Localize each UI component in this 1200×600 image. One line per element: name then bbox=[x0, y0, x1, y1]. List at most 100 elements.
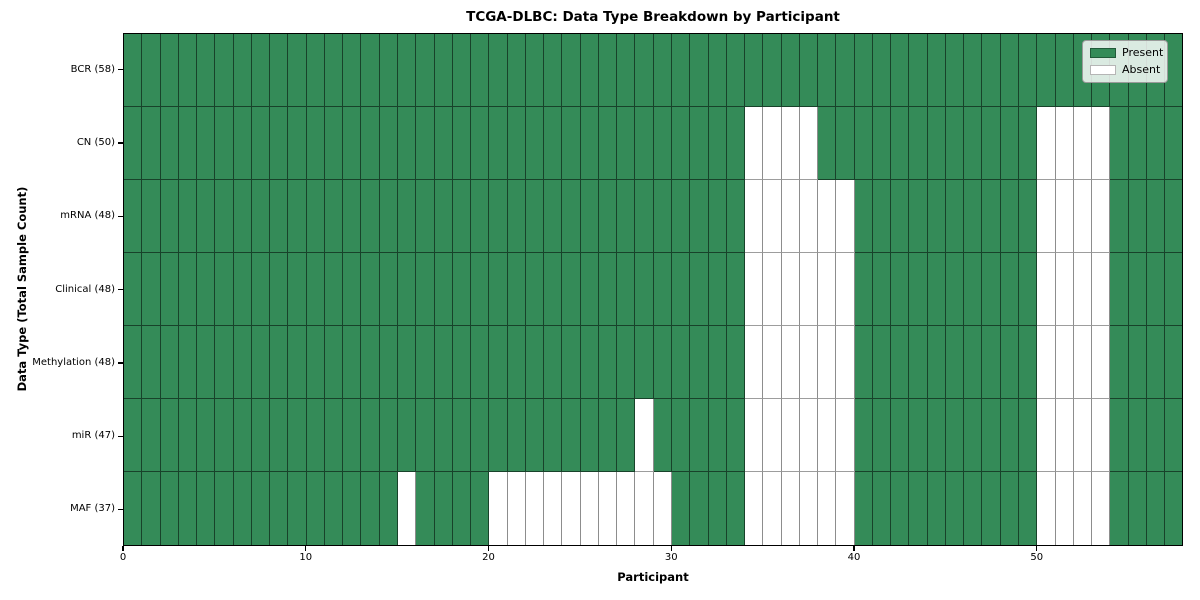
heatmap-cell bbox=[124, 180, 143, 253]
heatmap-cell bbox=[288, 472, 307, 545]
heatmap-cell bbox=[1165, 399, 1183, 472]
heatmap-cell bbox=[653, 253, 672, 326]
heatmap-cell bbox=[233, 399, 252, 472]
heatmap-cell bbox=[872, 107, 892, 180]
heatmap-cell bbox=[1146, 253, 1166, 326]
heatmap-cell bbox=[909, 253, 928, 326]
heatmap-cell bbox=[1037, 253, 1056, 326]
heatmap-cell bbox=[653, 180, 672, 253]
legend-label-present: Present bbox=[1122, 46, 1164, 59]
heatmap-cell bbox=[1092, 253, 1111, 326]
heatmap-cell bbox=[927, 326, 946, 399]
heatmap-cell bbox=[1128, 107, 1147, 180]
heatmap-cell bbox=[1055, 253, 1074, 326]
heatmap-cell bbox=[507, 253, 526, 326]
heatmap-cell bbox=[452, 399, 472, 472]
heatmap-cell bbox=[215, 326, 234, 399]
heatmap-cell bbox=[142, 34, 161, 107]
heatmap-cell bbox=[489, 472, 508, 545]
heatmap-cell bbox=[397, 253, 417, 326]
heatmap-cell bbox=[251, 253, 271, 326]
heatmap-cell bbox=[507, 180, 526, 253]
heatmap-cell bbox=[690, 399, 709, 472]
heatmap-cell bbox=[197, 399, 216, 472]
heatmap-cell bbox=[1110, 472, 1129, 545]
heatmap-cell bbox=[982, 34, 1001, 107]
heatmap-cell bbox=[361, 107, 380, 180]
heatmap-cell bbox=[197, 253, 216, 326]
heatmap-cell bbox=[178, 326, 198, 399]
heatmap-cell bbox=[452, 253, 472, 326]
heatmap-cell bbox=[1055, 107, 1074, 180]
heatmap-cell bbox=[1000, 34, 1020, 107]
heatmap-cell bbox=[653, 34, 672, 107]
heatmap-cell bbox=[379, 326, 398, 399]
heatmap-cell bbox=[781, 180, 800, 253]
heatmap-cell bbox=[379, 253, 398, 326]
x-tick-mark bbox=[1036, 546, 1038, 551]
heatmap-cell bbox=[124, 34, 143, 107]
heatmap-cell bbox=[270, 472, 289, 545]
heatmap-cell bbox=[982, 326, 1001, 399]
heatmap-cell bbox=[927, 180, 946, 253]
heatmap-cell bbox=[1073, 107, 1093, 180]
heatmap-cell bbox=[343, 326, 362, 399]
heatmap-cell bbox=[671, 107, 691, 180]
heatmap-cell bbox=[544, 180, 563, 253]
heatmap-cell bbox=[872, 472, 892, 545]
heatmap-cell bbox=[124, 107, 143, 180]
heatmap-cell bbox=[1110, 326, 1129, 399]
heatmap-cell bbox=[544, 253, 563, 326]
heatmap-cell bbox=[891, 107, 910, 180]
heatmap-cell bbox=[671, 326, 691, 399]
heatmap-cell bbox=[361, 253, 380, 326]
heatmap-cell bbox=[270, 399, 289, 472]
heatmap-cell bbox=[489, 107, 508, 180]
heatmap-cell bbox=[306, 253, 325, 326]
heatmap-cell bbox=[306, 472, 325, 545]
heatmap-cell bbox=[452, 107, 472, 180]
heatmap-cell bbox=[1073, 326, 1093, 399]
heatmap-cell bbox=[251, 180, 271, 253]
heatmap-cell bbox=[690, 34, 709, 107]
heatmap-cell bbox=[1019, 472, 1038, 545]
heatmap-cell bbox=[1037, 326, 1056, 399]
heatmap-cell bbox=[671, 34, 691, 107]
heatmap-cell bbox=[270, 34, 289, 107]
heatmap-cell bbox=[1019, 399, 1038, 472]
heatmap-cell bbox=[617, 107, 636, 180]
heatmap-cell bbox=[726, 180, 746, 253]
heatmap-cell bbox=[160, 472, 179, 545]
heatmap-cell bbox=[745, 399, 764, 472]
heatmap-cell bbox=[708, 326, 727, 399]
heatmap-cell bbox=[781, 107, 800, 180]
heatmap-cell bbox=[416, 180, 435, 253]
heatmap-cell bbox=[726, 326, 746, 399]
heatmap-cell bbox=[1037, 107, 1056, 180]
heatmap-cell bbox=[1092, 399, 1111, 472]
y-tick-mark bbox=[118, 435, 123, 437]
heatmap-cell bbox=[562, 253, 581, 326]
heatmap-cell bbox=[945, 399, 965, 472]
heatmap-cell bbox=[982, 180, 1001, 253]
heatmap-cell bbox=[507, 326, 526, 399]
heatmap-cell bbox=[1146, 399, 1166, 472]
heatmap-cell bbox=[872, 399, 892, 472]
heatmap-cell bbox=[799, 399, 819, 472]
heatmap-cell bbox=[124, 326, 143, 399]
y-tick-mark bbox=[118, 69, 123, 71]
heatmap-cell bbox=[635, 34, 654, 107]
heatmap-cell bbox=[160, 107, 179, 180]
heatmap-cell bbox=[598, 399, 618, 472]
heatmap-cell bbox=[1092, 326, 1111, 399]
heatmap-cell bbox=[525, 253, 545, 326]
heatmap-cell bbox=[745, 34, 764, 107]
heatmap-cell bbox=[1000, 107, 1020, 180]
heatmap-cell bbox=[763, 399, 782, 472]
heatmap-cell bbox=[142, 253, 161, 326]
x-tick-label: 50 bbox=[1030, 552, 1044, 563]
heatmap-cell bbox=[799, 107, 819, 180]
heatmap-cell bbox=[416, 399, 435, 472]
heatmap-cell bbox=[945, 180, 965, 253]
